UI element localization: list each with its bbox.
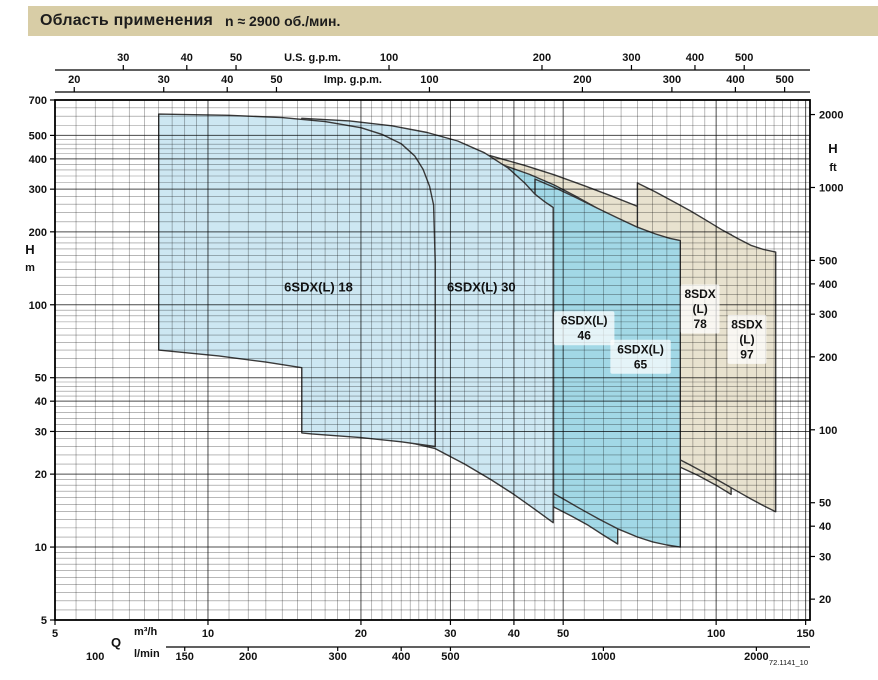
svg-text:200: 200 bbox=[239, 651, 257, 663]
svg-text:30: 30 bbox=[117, 52, 129, 64]
svg-text:40: 40 bbox=[35, 396, 47, 408]
svg-text:300: 300 bbox=[29, 184, 47, 196]
region-label-6sdx46: 6SDX(L) bbox=[561, 314, 608, 328]
q-axis-label: Q bbox=[111, 635, 121, 650]
label-box-6sdx46 bbox=[554, 311, 615, 346]
region-label-6sdx30: 6SDX(L) 30 bbox=[447, 279, 516, 294]
us-gpm-axis-title: U.S. g.p.m. bbox=[284, 52, 341, 64]
svg-text:2000: 2000 bbox=[819, 110, 843, 122]
lmin-unit-label: l/min bbox=[134, 648, 160, 660]
m-unit-label: m bbox=[25, 262, 35, 274]
svg-text:30: 30 bbox=[819, 551, 831, 563]
svg-text:200: 200 bbox=[29, 227, 47, 239]
svg-text:100: 100 bbox=[380, 52, 398, 64]
region-label-6sdx65: 6SDX(L) bbox=[617, 342, 664, 356]
h-right-label: H bbox=[828, 141, 837, 156]
svg-text:40: 40 bbox=[508, 628, 520, 640]
svg-text:5: 5 bbox=[41, 615, 47, 627]
svg-text:400: 400 bbox=[686, 52, 704, 64]
svg-text:150: 150 bbox=[796, 628, 814, 640]
svg-text:500: 500 bbox=[819, 255, 837, 267]
region-label-6sdx18: 6SDX(L) 18 bbox=[284, 279, 353, 294]
svg-text:400: 400 bbox=[29, 154, 47, 166]
label-box-6sdx65 bbox=[610, 339, 671, 374]
region-label-8sdx97: (L) bbox=[739, 332, 754, 346]
region-label-6sdx46: 46 bbox=[578, 329, 592, 343]
svg-text:30: 30 bbox=[35, 426, 47, 438]
svg-text:50: 50 bbox=[557, 628, 569, 640]
svg-text:20: 20 bbox=[819, 594, 831, 606]
svg-text:1000: 1000 bbox=[591, 651, 615, 663]
svg-text:20: 20 bbox=[35, 469, 47, 481]
svg-text:100: 100 bbox=[707, 628, 725, 640]
bottom-axes: 5 10 20 30 40 50 100 150 100 150 200 300 400 500 1000 2… bbox=[52, 620, 815, 663]
svg-text:5: 5 bbox=[52, 628, 58, 640]
label-box-8sdx97 bbox=[727, 314, 767, 364]
region-label-8sdx97: 8SDX bbox=[731, 317, 762, 331]
svg-text:400: 400 bbox=[726, 74, 744, 86]
svg-text:300: 300 bbox=[329, 651, 347, 663]
imp-gpm-axis-title: Imp. g.p.m. bbox=[324, 74, 382, 86]
svg-text:50: 50 bbox=[270, 74, 282, 86]
svg-text:40: 40 bbox=[181, 52, 193, 64]
svg-text:100: 100 bbox=[420, 74, 438, 86]
ft-unit-label: ft bbox=[829, 162, 837, 174]
svg-text:150: 150 bbox=[176, 651, 194, 663]
svg-text:10: 10 bbox=[202, 628, 214, 640]
svg-text:2000: 2000 bbox=[744, 651, 768, 663]
svg-text:40: 40 bbox=[221, 74, 233, 86]
svg-text:500: 500 bbox=[775, 74, 793, 86]
title-bar: Область применения n ≈ 2900 об./мин. bbox=[28, 6, 878, 36]
region-6sdx65 bbox=[534, 178, 681, 548]
svg-text:1000: 1000 bbox=[819, 182, 843, 194]
svg-text:700: 700 bbox=[29, 95, 47, 107]
svg-text:500: 500 bbox=[29, 130, 47, 142]
doc-code-watermark: 72.1141_10 bbox=[769, 658, 808, 667]
svg-text:400: 400 bbox=[392, 651, 410, 663]
plot-frame bbox=[54, 99, 811, 621]
svg-text:300: 300 bbox=[622, 52, 640, 64]
svg-text:100: 100 bbox=[29, 300, 47, 312]
region-6sdx18 bbox=[157, 113, 436, 448]
svg-text:500: 500 bbox=[735, 52, 753, 64]
region-label-8sdx78: (L) bbox=[692, 302, 707, 316]
svg-text:20: 20 bbox=[68, 74, 80, 86]
m3h-unit-label: m³/h bbox=[134, 626, 158, 638]
region-labels: 6SDX(L) 18 6SDX(L) 306SDX(L)466SDX(L)658S… bbox=[284, 279, 767, 374]
svg-text:300: 300 bbox=[819, 309, 837, 321]
right-axis: 2000 1000 500 400 300 200 100 50 40 30 20 Hft bbox=[810, 110, 843, 606]
svg-text:50: 50 bbox=[230, 52, 242, 64]
svg-text:30: 30 bbox=[158, 74, 170, 86]
svg-text:40: 40 bbox=[819, 521, 831, 533]
left-axis: 700 500 400 300 200 100 50 40 30 20 10 5 Hm bbox=[25, 95, 55, 627]
svg-text:50: 50 bbox=[35, 373, 47, 385]
h-left-label: H bbox=[25, 242, 34, 257]
svg-text:500: 500 bbox=[441, 651, 459, 663]
page-title: Область применения bbox=[40, 12, 214, 29]
svg-text:20: 20 bbox=[355, 628, 367, 640]
svg-text:200: 200 bbox=[533, 52, 551, 64]
page-subtitle: n ≈ 2900 об./мин. bbox=[225, 13, 341, 29]
svg-text:300: 300 bbox=[663, 74, 681, 86]
svg-text:50: 50 bbox=[819, 498, 831, 510]
label-box-8sdx78 bbox=[680, 284, 720, 334]
svg-text:10: 10 bbox=[35, 542, 47, 554]
svg-text:400: 400 bbox=[819, 279, 837, 291]
region-label-8sdx78: 8SDX bbox=[684, 287, 715, 301]
region-label-6sdx65: 65 bbox=[634, 357, 648, 371]
svg-text:100: 100 bbox=[819, 425, 837, 437]
svg-text:200: 200 bbox=[573, 74, 591, 86]
svg-text:30: 30 bbox=[444, 628, 456, 640]
top-axes: 30 40 50 100 200 300 400 500 U.S. g.p.m. 20 30 40 50… bbox=[55, 52, 810, 93]
region-label-8sdx97: 97 bbox=[740, 347, 754, 361]
svg-text:200: 200 bbox=[819, 352, 837, 364]
region-label-8sdx78: 78 bbox=[693, 317, 707, 331]
svg-text:100: 100 bbox=[86, 651, 104, 663]
